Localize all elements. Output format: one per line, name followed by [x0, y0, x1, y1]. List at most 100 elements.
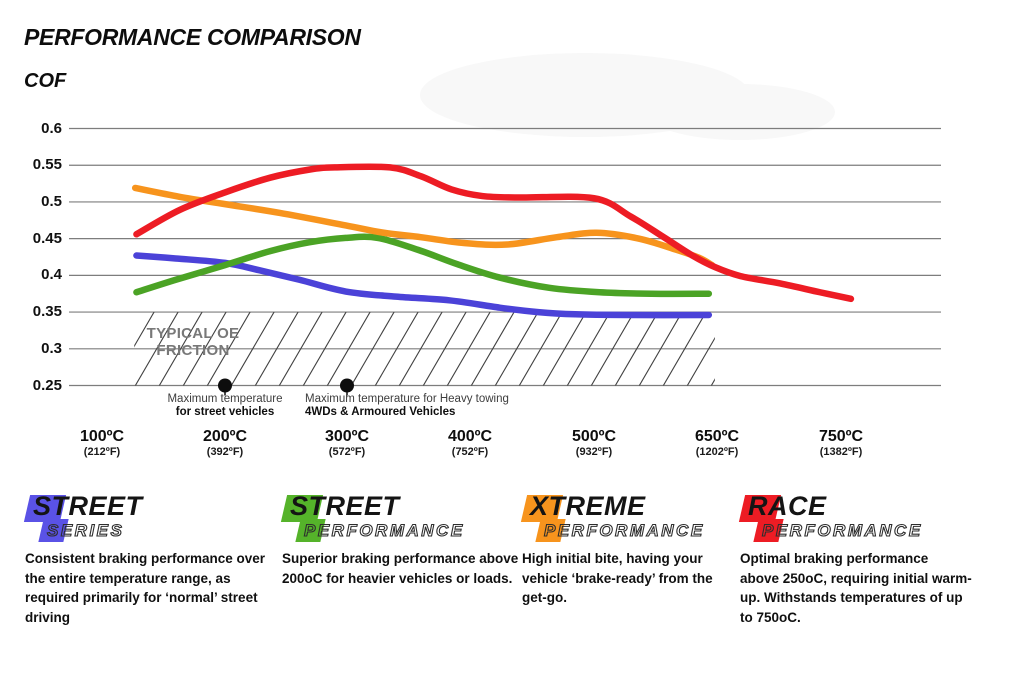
oe-label-line1: TYPICAL OE	[146, 325, 240, 342]
x-tick-fahrenheit: (1382ºF)	[819, 446, 863, 458]
logo-word-secondary: SERIES	[46, 521, 125, 540]
legend-description-line: Optimal braking performance	[740, 551, 929, 566]
x-tick-fahrenheit: (752ºF)	[451, 446, 489, 458]
legend-item-race-performance: RACE PERFORMANCE Optimal braking performan…	[738, 491, 988, 625]
y-tick-label: 0.6	[41, 119, 62, 137]
hatch-line	[566, 312, 611, 386]
hatch-line	[662, 312, 707, 386]
hatch-line	[134, 312, 179, 386]
legend-description-line: driving	[25, 609, 71, 625]
x-tick-celsius: 650ºC	[694, 428, 740, 445]
y-tick-label: 0.55	[32, 156, 62, 174]
hatch-line	[542, 312, 587, 386]
logo-word-primary: STREET	[290, 491, 400, 521]
logo-word-primary: XTREME	[530, 491, 646, 521]
legend-description-line: 200oC for heavier vehicles or loads.	[282, 570, 513, 586]
legend-description: Optimal braking performance above 250oC, …	[740, 549, 972, 627]
legend-description-line: vehicle ‘brake-ready’ from the	[522, 570, 713, 586]
x-tick-label: 750ºC (1382ºF)	[781, 428, 901, 459]
hatch-line	[686, 337, 715, 386]
legend-item-street-series: STREET SERIES Consistent braking performan…	[23, 491, 277, 625]
hatch-line	[518, 312, 563, 386]
series-line-street-performance	[133, 233, 713, 298]
hatch-line	[470, 312, 515, 386]
x-tick-label: 400ºC (752ºF)	[410, 428, 530, 459]
hatch-line	[614, 312, 659, 386]
legend-description-line: up. Withstands temperatures of up	[740, 590, 963, 605]
hatch-line	[374, 312, 419, 386]
x-tick-celsius: 750ºC	[818, 428, 864, 445]
hatch-line	[422, 312, 467, 386]
hatch-line	[590, 312, 635, 386]
legend-description-line: the entire temperature range, as	[25, 570, 231, 586]
legend-logo-xtreme-performance: XTREME PERFORMANCE	[520, 491, 727, 546]
typical-oe-friction-label: TYPICAL OE FRICTION	[118, 325, 268, 359]
hatch-line	[182, 312, 227, 386]
hatch-line	[134, 312, 155, 348]
logo-word-secondary: PERFORMANCE	[761, 521, 923, 540]
y-tick-label: 0.5	[41, 192, 62, 210]
legend-description-line: to 750oC.	[740, 609, 801, 625]
y-tick-label: 0.4	[41, 266, 62, 284]
legend-description-line: get-go.	[522, 590, 567, 605]
legend-description-line: Superior braking performance above	[282, 551, 519, 566]
x-tick-celsius: 200ºC	[202, 428, 248, 445]
y-tick-label: 0.25	[32, 376, 62, 394]
hatch-line	[638, 312, 683, 386]
logo-word-secondary: PERFORMANCE	[543, 521, 705, 540]
hatch-line	[326, 312, 371, 386]
x-tick-celsius: 500ºC	[571, 428, 617, 445]
background-watermark	[645, 84, 835, 140]
annotation-dot	[340, 378, 354, 393]
annotation-line2: 4WDs & Armoured Vehicles	[305, 406, 456, 418]
annotation-line1: Maximum temperature for Heavy towing	[305, 393, 509, 405]
y-axis-title: COF	[24, 70, 67, 92]
x-tick-fahrenheit: (1202ºF)	[695, 446, 739, 458]
legend-logo-race-performance: RACE PERFORMANCE	[738, 491, 988, 546]
hatch-line	[278, 312, 323, 386]
annotation-dot	[218, 378, 232, 393]
hatch-line	[254, 312, 299, 386]
max-temp-annotation: Maximum temperature for street vehicles	[133, 393, 317, 419]
series-line-race-performance	[133, 163, 855, 303]
hatch-line	[494, 312, 539, 386]
x-tick-label: 200ºC (392ºF)	[165, 428, 285, 459]
page-title: PERFORMANCE COMPARISON	[24, 24, 361, 50]
x-tick-celsius: 300ºC	[324, 428, 370, 445]
x-tick-label: 100ºC (212ºF)	[42, 428, 162, 459]
legend-description: High initial bite, having your vehicle ‘b…	[522, 549, 713, 608]
oe-label-line2: FRICTION	[156, 342, 230, 359]
x-tick-fahrenheit: (392ºF)	[206, 446, 244, 458]
y-tick-label: 0.3	[41, 339, 62, 357]
legend-description-line: required primarily for ‘normal’ street	[25, 590, 258, 605]
y-tick-label: 0.45	[32, 229, 62, 247]
x-tick-label: 500ºC (932ºF)	[534, 428, 654, 459]
hatch-line	[446, 312, 491, 386]
hatch-line	[230, 312, 275, 386]
legend-item-xtreme-performance: XTREME PERFORMANCE High initial bite, havi…	[520, 491, 727, 605]
legend-description-line: Consistent braking performance over	[25, 551, 266, 566]
legend-description-line: High initial bite, having your	[522, 551, 703, 566]
logo-word-primary: STREET	[33, 491, 143, 521]
hatch-line	[302, 312, 347, 386]
annotation-line1: Maximum temperature	[167, 393, 283, 405]
legend-item-street-performance: STREET PERFORMANCE Superior braking perfor…	[280, 491, 522, 586]
logo-word-primary: RACE	[748, 491, 827, 521]
x-tick-celsius: 100ºC	[79, 428, 125, 445]
hatch-line	[158, 312, 203, 386]
hatch-line	[206, 312, 251, 386]
hatch-line	[398, 312, 443, 386]
legend-description: Consistent braking performance over the e…	[25, 549, 265, 627]
x-tick-fahrenheit: (572ºF)	[328, 446, 366, 458]
legend-logo-street-series: STREET SERIES	[23, 491, 277, 546]
legend-description: Superior braking performance above 200oC …	[282, 549, 518, 588]
x-tick-celsius: 400ºC	[447, 428, 493, 445]
legend-description-line: above 250oC, requiring initial warm-	[740, 570, 972, 586]
series-line-xtreme-performance	[131, 184, 716, 269]
oe-hatch-band	[134, 312, 715, 386]
logo-word-secondary: PERFORMANCE	[303, 521, 465, 540]
legend-logo-street-performance: STREET PERFORMANCE	[280, 491, 522, 546]
x-tick-fahrenheit: (212ºF)	[83, 446, 121, 458]
x-tick-label: 650ºC (1202ºF)	[657, 428, 777, 459]
